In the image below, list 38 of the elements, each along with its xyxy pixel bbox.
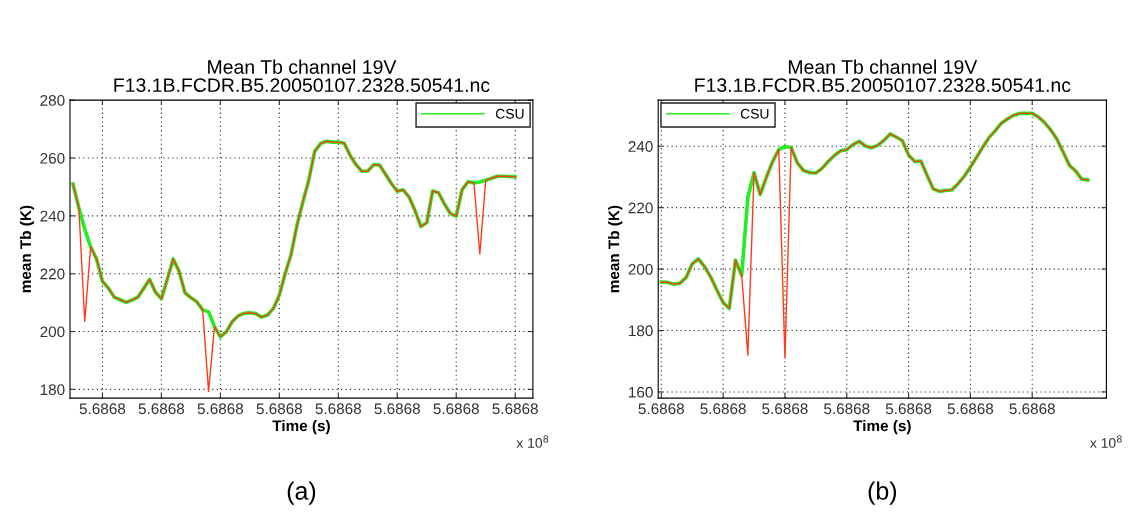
y-tick-label: 200 bbox=[628, 263, 653, 275]
legend-label: CSU bbox=[740, 108, 769, 119]
x-tick-label: 5.6868 bbox=[824, 403, 870, 415]
y-tick-label: 200 bbox=[40, 326, 65, 338]
x-tick-label: 5.6868 bbox=[492, 403, 538, 415]
x-axis-title: Time (s) bbox=[853, 419, 911, 435]
x-tick-label: 5.6868 bbox=[138, 403, 185, 415]
x-tick-label: 5.6868 bbox=[374, 403, 420, 415]
y-tick-label: 240 bbox=[628, 141, 653, 152]
y-tick-label: 240 bbox=[40, 210, 65, 222]
x-tick-label: 5.6868 bbox=[315, 403, 361, 415]
x-tick-label: 5.6868 bbox=[885, 403, 932, 415]
y-tick-label: 220 bbox=[40, 268, 65, 280]
chart-title: Mean Tb channel 19V F13.1B.FCDR.B5.20050107.2328.50541.nc bbox=[695, 59, 1071, 93]
text: x 10$^{8}$ bbox=[516, 435, 549, 448]
legend-label: CSU bbox=[495, 108, 524, 119]
x-tick-label: 5.6868 bbox=[638, 403, 684, 415]
y-tick-label: 220 bbox=[628, 202, 653, 214]
y-tick-label: 180 bbox=[40, 384, 65, 396]
text: (b) bbox=[868, 481, 897, 505]
x-tick-label: 5.6868 bbox=[79, 403, 126, 415]
text: x 10$^{8}$ bbox=[1090, 435, 1122, 448]
x-axis-title: Time (s) bbox=[272, 419, 330, 435]
y-tick-label: 260 bbox=[40, 152, 65, 164]
x-tick-label: 5.6868 bbox=[433, 403, 479, 415]
x-tick-label: 5.6868 bbox=[947, 403, 994, 415]
y-tick-label: 180 bbox=[629, 325, 653, 337]
x-tick-label: 5.6868 bbox=[256, 403, 303, 415]
chart-title: Mean Tb channel 19V F13.1B.FCDR.B5.20050107.2328.50541.nc bbox=[114, 59, 490, 93]
y-axis-title: mean Tb (K) bbox=[19, 205, 35, 293]
x-tick-label: 5.6868 bbox=[1009, 403, 1055, 415]
text: (a) bbox=[287, 481, 316, 505]
y-tick-label: 280 bbox=[40, 95, 65, 106]
x-tick-label: 5.6868 bbox=[762, 403, 808, 415]
x-tick-label: 5.6868 bbox=[700, 403, 746, 415]
y-axis-title: mean Tb (K) bbox=[608, 205, 623, 293]
y-tick-label: 160 bbox=[629, 386, 653, 398]
x-tick-label: 5.6868 bbox=[197, 403, 244, 415]
